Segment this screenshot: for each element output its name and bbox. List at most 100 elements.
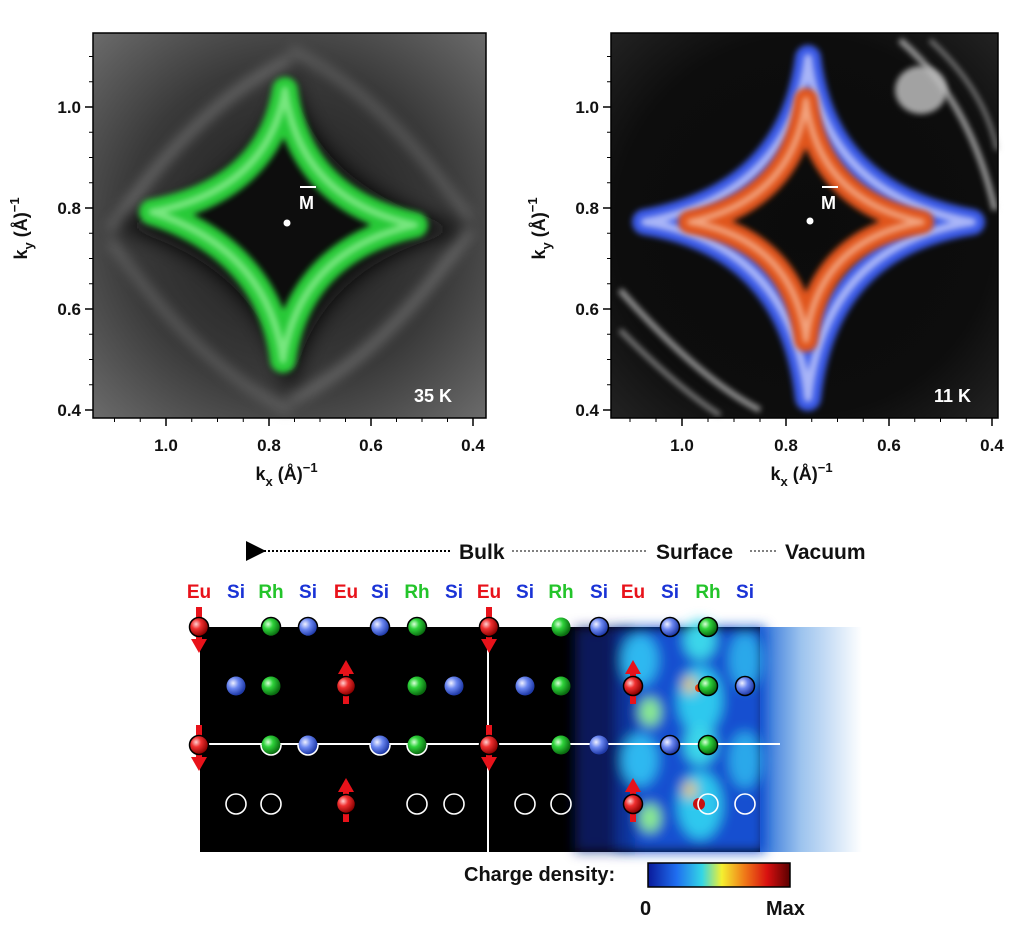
element-label-rh: Rh [258,582,283,603]
spin-arrow-shaft [196,607,202,619]
atom-si [588,616,610,638]
colorbar-label: Charge density: [464,864,615,886]
atom-eu [622,793,644,815]
y-axis-title-main: k [11,249,31,260]
x-tick-label: 0.6 [877,436,901,455]
x-tick-label: 0.4 [980,436,1004,455]
vacuum-label: Vacuum [785,541,866,564]
crystal-structure-schematic: Bulk Surface Vacuum Eu Si Rh Si Eu Si Rh Si Eu Si… [187,541,866,920]
x-axis-title-sup: −1 [303,460,318,475]
atom-rh [407,676,427,696]
atom-si [226,676,246,696]
y-axis-title-sub: y [21,241,36,249]
spin-arrow-shaft [343,672,349,678]
atom-rh [697,734,719,756]
spin-arrow-shaft [343,692,349,704]
atom-site-outline [260,744,282,756]
atom-si [734,675,756,697]
atom-rh [261,735,281,755]
element-label-eu: Eu [334,582,358,603]
atom-site-empty [514,793,536,815]
y-tick-label: 0.8 [575,199,599,218]
y-axis-title-sup: −1 [525,197,540,212]
atom-eu [188,616,210,638]
element-label-eu: Eu [477,582,501,603]
atom-si [515,676,535,696]
element-labels: Eu Si Rh Si Eu Si Rh Si Eu Si Rh Si Eu Si Rh Si [187,582,754,603]
atom-site-empty [225,793,247,815]
atom-eu [335,793,357,815]
atom-site-outline [406,744,428,756]
atom-si [589,735,609,755]
atom-rh [697,675,719,697]
x-tick-label: 1.0 [670,436,694,455]
colorbar-min-label: 0 [640,898,651,920]
colorbar-max-label: Max [766,898,805,920]
spin-arrow-shaft [630,692,636,704]
element-label-si: Si [299,582,317,603]
spin-arrow-shaft [486,725,492,737]
element-label-si: Si [590,582,608,603]
x-tick-label: 0.8 [257,436,281,455]
atom-eu [478,734,500,756]
fermi-contour-highlight [148,86,419,364]
y-tick-label: 1.0 [57,98,81,117]
m-point-marker [283,219,291,227]
axes: 1.0 0.8 0.6 0.41.00.80.60.4kx (Å)−1ky (Å)−1 [7,56,485,489]
atom-si [369,616,391,638]
atom-rh [261,676,281,696]
spin-arrow-shaft [630,672,636,678]
element-label-rh: Rh [404,582,429,603]
atom-rh [551,735,571,755]
atom-rh [407,735,427,755]
spin-up-arrow [625,778,641,792]
bulk-label: Bulk [459,541,505,564]
fermi-contour-inner-highlight [687,97,925,343]
x-axis-title-sup: −1 [818,460,833,475]
panel-frame [92,32,487,419]
axes: 1.0 0.8 0.6 0.41.00.80.60.4kx (Å)−1ky (Å)−1 [525,56,1004,489]
y-tick-label: 0.6 [575,300,599,319]
y-axis-title-unit: (Å) [529,212,549,242]
x-tick-label: 0.4 [461,436,485,455]
y-tick-label: 0.8 [57,199,81,218]
fermi-contour-outer-highlight [641,54,976,402]
x-tick-label: 0.6 [359,436,383,455]
charge-density-map [575,620,765,852]
spin-up-arrow [625,660,641,674]
charge-hotspot [693,798,705,810]
panel-frame [610,32,999,419]
spin-down-arrow [481,639,497,653]
spin-down-arrow [191,639,207,653]
element-label-rh: Rh [695,582,720,603]
atom-si [297,616,319,638]
element-label-eu: Eu [621,582,645,603]
background-streaks [617,37,999,418]
atom-rh [551,617,571,637]
spin-up-arrow [338,660,354,674]
atom-eu [622,675,644,697]
atom-si [444,676,464,696]
spin-arrow-shaft [486,607,492,619]
atom-site-outline [297,744,319,756]
diamond-interior [110,70,470,400]
element-label-si: Si [227,582,245,603]
y-tick-label: 0.4 [57,401,81,420]
spin-arrow-shaft [196,725,202,737]
spin-arrow-shaft [343,790,349,796]
element-label-si: Si [661,582,679,603]
spin-up-arrow [338,778,354,792]
x-axis-title-main: k [256,464,267,484]
m-point-marker [806,217,814,225]
y-axis-title: ky (Å)−1 [525,197,554,259]
x-axis-title: kx (Å)−1 [256,460,318,489]
surface-label: Surface [656,541,733,564]
spin-arrow-shaft [630,790,636,796]
temperature-label: 11 K [934,386,971,406]
y-axis-title-main: k [529,249,549,260]
fermi-surface-panel-11k: M 11 K 1.0 0.8 0.6 0.41.00.80.60.4kx (Å)−1k… [525,32,1004,489]
x-axis-title-unit: (Å) [788,464,818,484]
atom-site-empty [406,793,428,815]
spin-arrow-shaft [196,753,202,759]
